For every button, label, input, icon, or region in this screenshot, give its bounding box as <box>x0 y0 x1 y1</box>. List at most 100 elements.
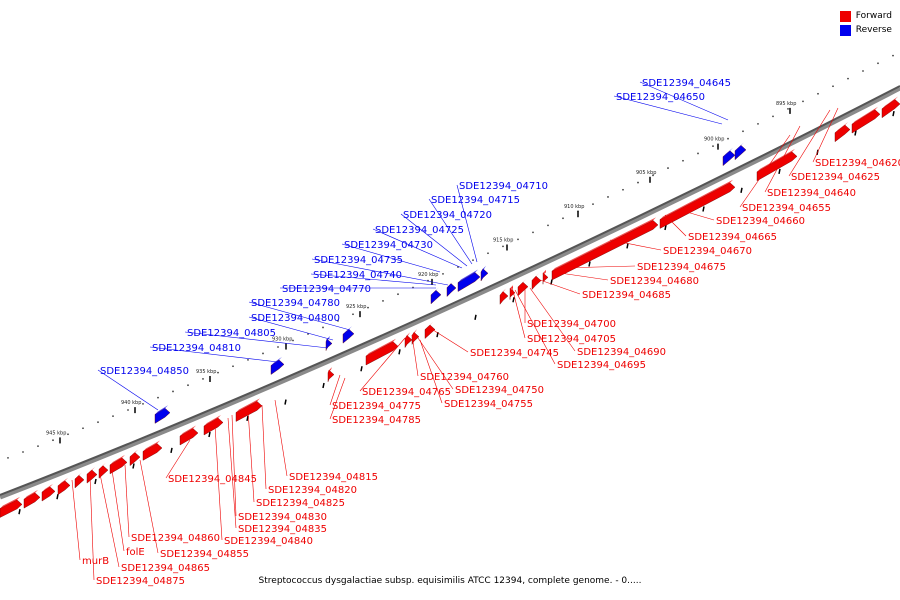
forward-gene-top <box>552 217 656 271</box>
leader-line <box>428 198 473 265</box>
leader-line <box>739 134 791 208</box>
lower-tick <box>18 509 21 515</box>
scale-dot <box>817 92 819 95</box>
scale-dot <box>82 427 84 430</box>
forward-gene <box>834 124 851 143</box>
scale-dot <box>337 319 339 322</box>
scale-dot <box>232 365 234 368</box>
forward-gene-label: SDE12394_04775 <box>332 401 421 412</box>
reverse-gene-top <box>723 147 733 157</box>
reverse-gene-top <box>343 326 352 335</box>
scale-tick-label: 930 kbp <box>272 337 292 343</box>
reverse-gene-label: SDE12394_04715 <box>431 195 520 206</box>
legend-forward-label: Forward <box>855 11 892 21</box>
reverse-gene-top <box>155 405 168 415</box>
forward-gene-label: SDE12394_04675 <box>637 262 726 273</box>
scale-dot <box>382 300 384 302</box>
leader-line <box>227 417 237 529</box>
scale-dot <box>667 167 669 169</box>
reverse-gene-label: SDE12394_04740 <box>313 270 402 281</box>
leader-line <box>97 369 159 411</box>
leader-line <box>89 475 95 581</box>
leader-line <box>417 337 454 390</box>
scale-dot <box>772 115 774 118</box>
forward-gene-top <box>518 279 526 287</box>
leader-line <box>99 473 120 568</box>
leader-line <box>231 414 237 517</box>
reverse-gene-top <box>458 269 478 283</box>
reverse-gene-top <box>481 265 486 273</box>
scale-dot <box>352 313 354 316</box>
scale-dot <box>562 217 564 220</box>
leader-line <box>609 239 662 251</box>
leader-line <box>310 273 437 286</box>
forward-gene-top <box>757 148 795 172</box>
forward-gene-label: SDE12394_04660 <box>716 216 805 227</box>
forward-gene-label: SDE12394_04745 <box>470 348 559 359</box>
forward-gene-top <box>500 288 506 296</box>
leader-line <box>341 243 441 273</box>
leader-line <box>514 289 556 365</box>
leader-line <box>429 327 469 353</box>
leader-line <box>529 287 576 352</box>
forward-gene-top <box>0 496 20 509</box>
forward-gene <box>98 465 109 479</box>
forward-gene-label: SDE12394_04860 <box>131 533 220 544</box>
reverse-gene <box>342 329 355 344</box>
scale-dot <box>517 238 519 241</box>
leader-line <box>511 286 526 339</box>
scale-dot <box>142 402 144 405</box>
scale-dot <box>742 130 744 133</box>
leader-line-layer <box>71 81 839 581</box>
scale-tick-label: 935 kbp <box>196 369 216 375</box>
forward-gene-label: SDE12394_04815 <box>289 472 378 483</box>
forward-gene <box>23 492 41 509</box>
reverse-gene-top <box>271 356 282 366</box>
reverse-gene <box>722 150 736 167</box>
lower-tick <box>94 478 97 485</box>
scale-dot <box>52 439 54 442</box>
scale-tick-label: 945 kbp <box>46 430 66 436</box>
scale-dot <box>442 272 444 275</box>
lower-tick <box>170 447 173 454</box>
lower-tick <box>626 243 629 249</box>
scale-dot <box>7 456 9 459</box>
scale-dot <box>712 145 714 147</box>
lower-tick <box>588 261 591 267</box>
scale-dot <box>67 433 69 436</box>
scale-dot <box>847 77 849 80</box>
leader-line <box>664 214 687 237</box>
scale-dot <box>112 415 114 417</box>
scale-dot <box>322 326 324 329</box>
forward-gene <box>41 486 56 502</box>
scale-dot <box>157 396 159 399</box>
forward-gene-top <box>882 96 898 109</box>
forward-gene-label: SDE12394_04760 <box>420 372 509 383</box>
forward-gene-label: SDE12394_04700 <box>527 319 616 330</box>
scale-dot <box>37 445 39 448</box>
scale-dot <box>622 188 624 191</box>
lower-tick <box>284 399 287 405</box>
forward-gene-top <box>180 425 196 437</box>
leader-line <box>139 459 159 554</box>
scale-dot <box>277 346 279 348</box>
forward-gene-label: SDE12394_04620 <box>815 158 900 169</box>
leader-line <box>559 265 636 269</box>
scale-dot <box>787 107 789 110</box>
forward-gene-label: SDE12394_04685 <box>582 290 671 301</box>
scale-dot <box>217 371 219 374</box>
genome-caption: Streptococcus dysgalactiae subsp. equisi… <box>258 576 642 586</box>
backbone-layer <box>0 85 900 500</box>
reverse-gene-label: SDE12394_04650 <box>616 92 705 103</box>
scale-dot <box>637 181 639 184</box>
forward-gene-label: SDE12394_04785 <box>332 415 421 426</box>
label-layer: SDE12394_04620 SDE12394_04625 SDE12394_046… <box>82 78 900 587</box>
scale-dot <box>727 137 729 140</box>
leader-line <box>214 424 223 541</box>
scale-tick-label: 925 kbp <box>346 304 366 310</box>
reverse-gene <box>325 338 333 351</box>
forward-gene-label: folE <box>126 547 145 558</box>
forward-gene-top <box>143 440 160 452</box>
